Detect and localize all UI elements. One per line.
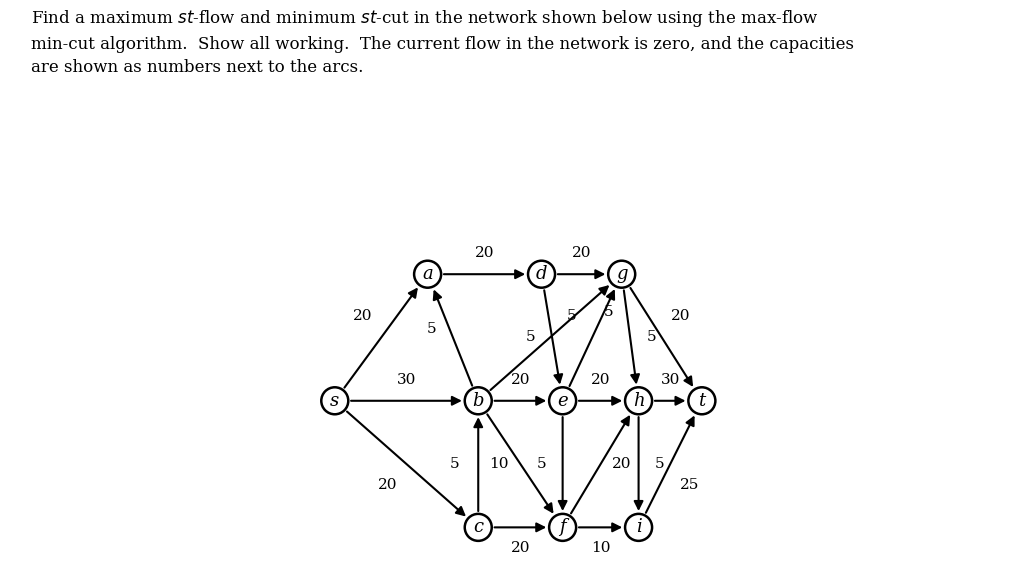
Text: 5: 5 [526,331,536,344]
Text: 20: 20 [378,478,397,492]
Text: Find a maximum $st$-flow and minimum $st$-cut in the network shown below using t: Find a maximum $st$-flow and minimum $st… [31,8,854,76]
Text: 5: 5 [566,309,575,324]
Circle shape [414,261,441,288]
Text: i: i [636,518,641,536]
Text: 20: 20 [591,373,610,387]
Text: d: d [536,265,547,283]
Text: 20: 20 [612,457,632,471]
Circle shape [549,387,577,414]
Text: a: a [422,265,433,283]
Text: 5: 5 [537,457,547,471]
Text: s: s [330,392,339,410]
Text: 30: 30 [397,373,416,387]
Circle shape [625,387,652,414]
Text: 20: 20 [671,309,690,324]
Text: 20: 20 [571,246,592,260]
Circle shape [608,261,635,288]
Circle shape [688,387,716,414]
Text: b: b [472,392,484,410]
Text: 5: 5 [604,305,613,319]
Circle shape [465,387,492,414]
Text: 10: 10 [591,542,610,555]
Text: 20: 20 [352,309,372,324]
Circle shape [322,387,348,414]
Text: 20: 20 [511,542,530,555]
Circle shape [465,514,492,541]
Text: g: g [616,265,628,283]
Text: e: e [557,392,568,410]
Text: 5: 5 [655,457,665,471]
Text: t: t [698,392,706,410]
Text: 30: 30 [660,373,680,387]
Text: c: c [473,518,483,536]
Text: 5: 5 [427,322,436,336]
Text: 25: 25 [680,478,699,492]
Circle shape [528,261,555,288]
Text: f: f [559,518,566,536]
Text: 5: 5 [451,457,460,471]
Text: 10: 10 [489,457,509,471]
Text: h: h [633,392,644,410]
Circle shape [549,514,577,541]
Text: 5: 5 [646,331,656,344]
Circle shape [625,514,652,541]
Text: 20: 20 [511,373,530,387]
Text: 20: 20 [475,246,495,260]
